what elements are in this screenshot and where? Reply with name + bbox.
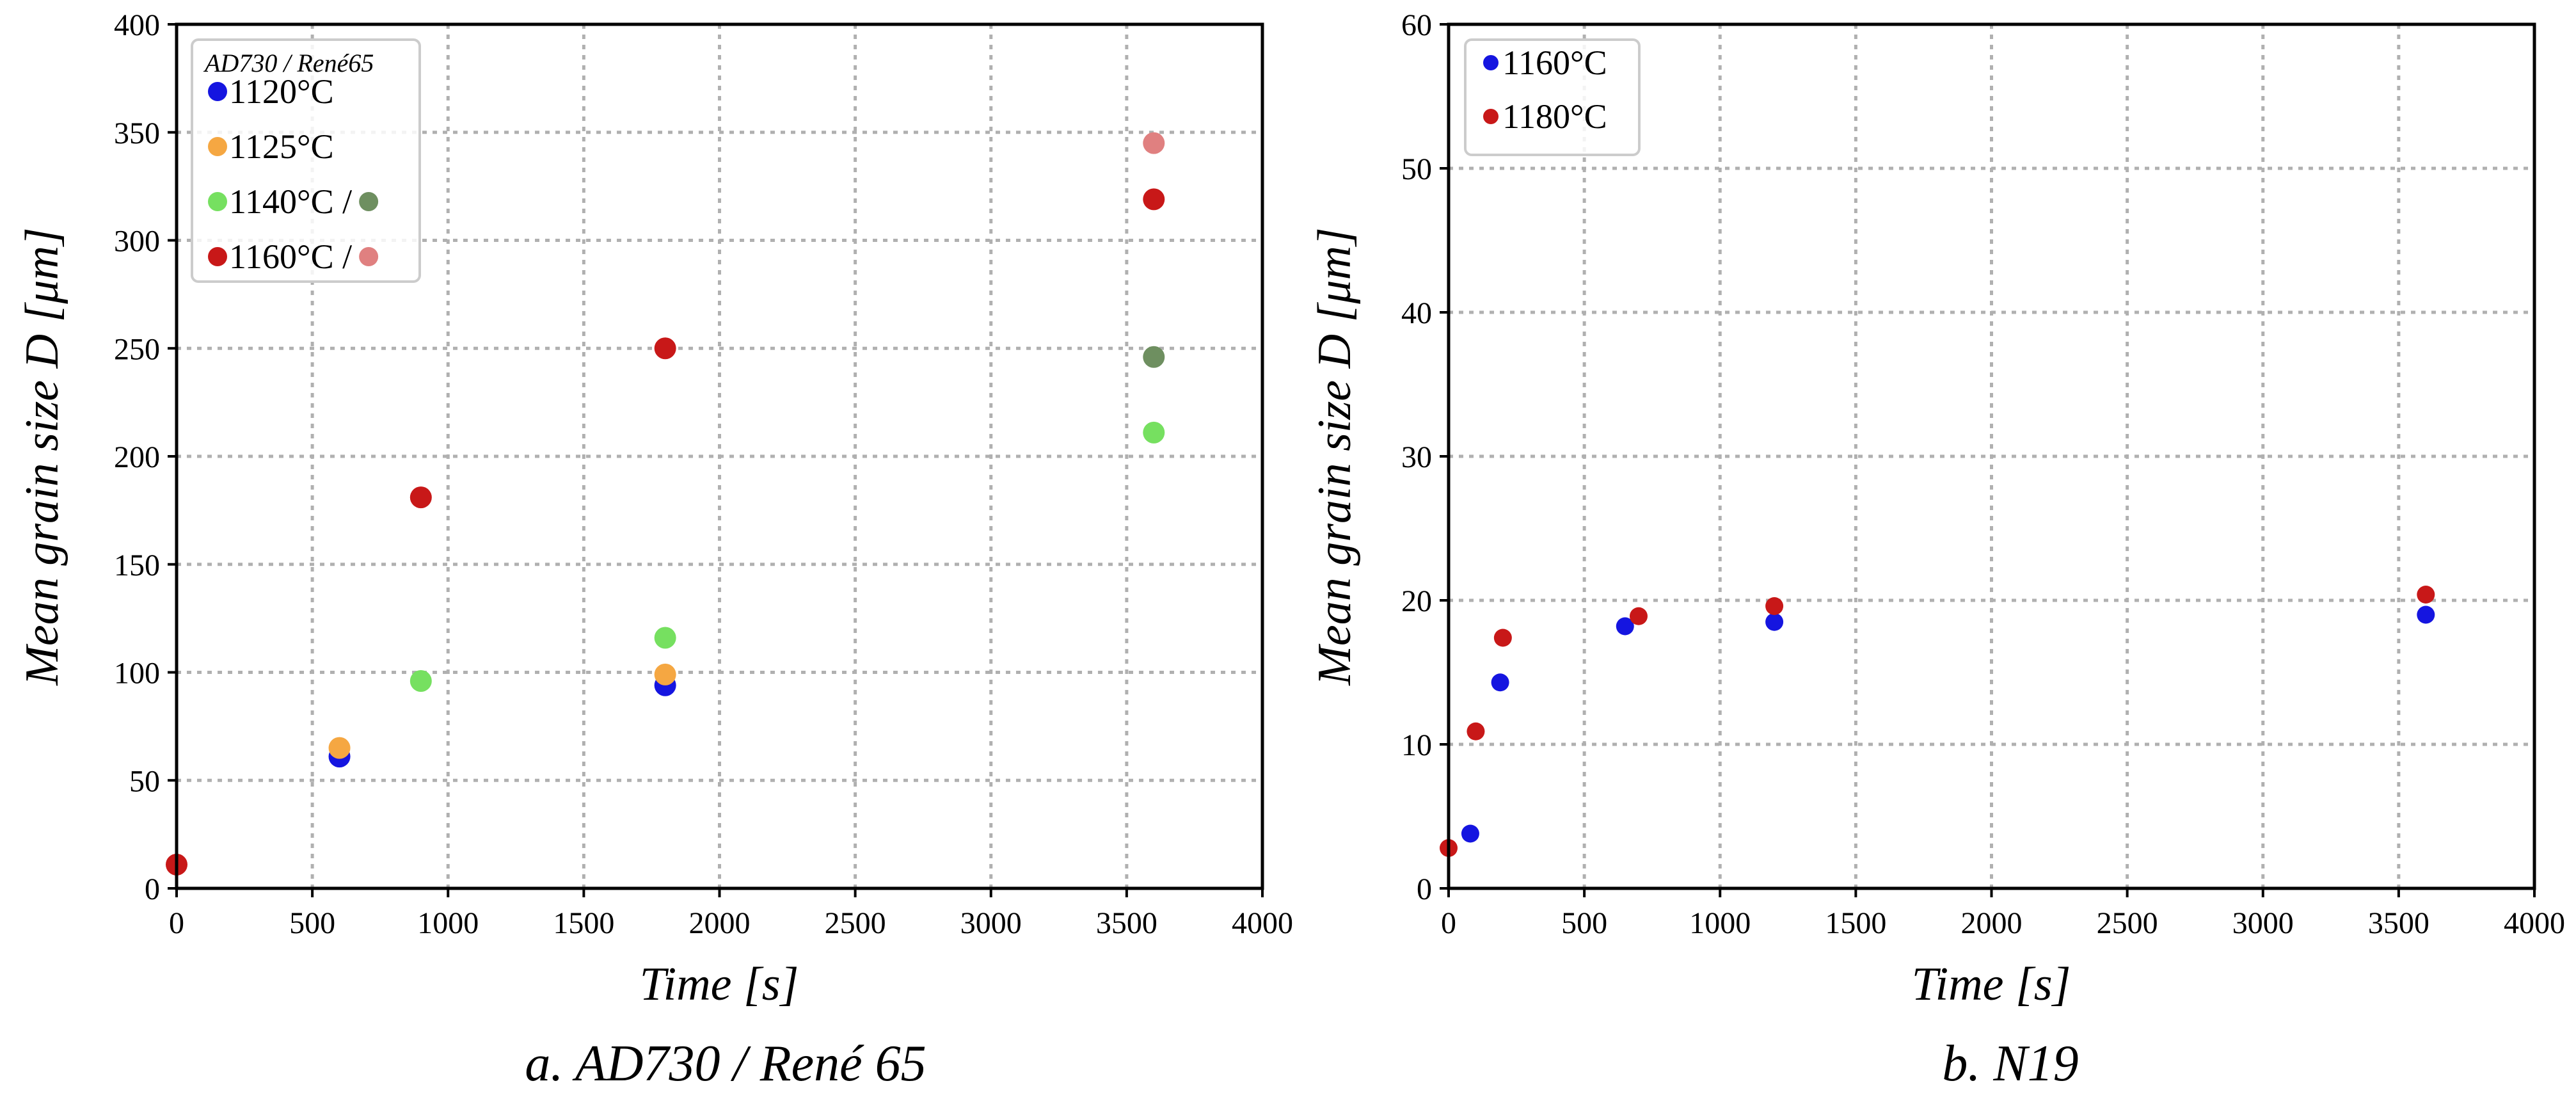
chart-a-xtick-label: 1500: [553, 906, 614, 940]
chart-b-legend-label: 1160°C: [1502, 44, 1607, 82]
chart-a-legend-label: 1160°C /: [229, 237, 352, 276]
chart-a-point: [1143, 188, 1165, 211]
chart-b-ytick-label: 50: [1401, 152, 1432, 186]
chart-b: 0 500 1000 1500 2000 2500 3000 3500 4000 0 10 20 30 4…: [1308, 8, 2565, 1092]
chart-a-xlabel: Time [s]: [640, 958, 799, 1011]
chart-b-ytick-label: 60: [1401, 8, 1432, 42]
chart-a-xtick-label: 0: [169, 906, 184, 940]
chart-b-point: [2417, 605, 2435, 624]
chart-b-xtick-label: 2000: [1961, 906, 2023, 940]
chart-b-xtick-label: 3000: [2232, 906, 2294, 940]
chart-a-point: [1143, 346, 1165, 368]
chart-a-legend-marker: [208, 192, 227, 211]
chart-b-ytick-label: 10: [1401, 728, 1432, 762]
chart-b-xtick-label: 0: [1441, 906, 1456, 940]
chart-b-point: [1765, 597, 1784, 615]
chart-b-point: [2417, 586, 2435, 604]
chart-a-legend-label: 1120°C: [229, 72, 334, 111]
chart-a-xtick-label: 3000: [960, 906, 1022, 940]
chart-a-point: [409, 670, 432, 692]
chart-b-xtick-label: 500: [1561, 906, 1607, 940]
chart-a-ytick-label: 400: [114, 8, 160, 42]
chart-b-legend-box: [1464, 38, 1641, 156]
chart-a-point: [1143, 132, 1165, 154]
chart-b-caption: b. N19: [1942, 1036, 2078, 1092]
chart-b-legend-label: 1180°C: [1502, 97, 1607, 136]
chart-b-point: [1765, 613, 1784, 631]
chart-a-gridlines: [177, 24, 1262, 888]
chart-a-ytick-label: 200: [114, 440, 160, 474]
chart-a-legend-label: 1125°C: [229, 127, 334, 166]
chart-a-marks: [166, 132, 1165, 876]
chart-a-xtick-label: 4000: [1232, 906, 1293, 940]
chart-a-point: [654, 663, 676, 685]
chart-b-ytick-label: 20: [1401, 584, 1432, 618]
chart-a-point: [409, 486, 432, 509]
chart-a-point: [654, 627, 676, 649]
chart-b-ylabel: Mean grain size D [μm]: [1308, 227, 1361, 685]
chart-a-point: [1143, 421, 1165, 444]
chart-a-xtick-label: 2500: [825, 906, 886, 940]
chart-a-point: [654, 337, 676, 360]
chart-b-ytick-label: 30: [1401, 440, 1432, 474]
chart-a-ytick-label: 50: [129, 764, 160, 798]
chart-b-xtick-label: 3500: [2368, 906, 2429, 940]
chart-a-legend-marker: [208, 82, 227, 101]
chart-a-xtick-label: 2000: [689, 906, 751, 940]
chart-a-ytick-label: 300: [114, 225, 160, 259]
chart-b-xlabel: Time [s]: [1912, 958, 2071, 1011]
chart-b-point: [1461, 824, 1479, 843]
chart-b-gridlines: [1449, 24, 2534, 888]
chart-a-caption: a. AD730 / René 65: [525, 1036, 926, 1092]
chart-b-legend-marker: [1483, 55, 1499, 70]
chart-a-ytick-label: 100: [114, 657, 160, 691]
chart-a-legend-marker: [208, 247, 227, 266]
chart-a-legend-marker-secondary: [359, 192, 379, 211]
chart-a-legend-box: [191, 38, 421, 283]
chart-a-ytick-label: 350: [114, 116, 160, 150]
chart-a-xtick-label: 500: [289, 906, 335, 940]
chart-b-point: [1467, 722, 1485, 741]
chart-a-legend-title: AD730 / René65: [203, 49, 374, 77]
chart-a-ytick-label: 150: [114, 548, 160, 582]
chart-b-point: [1616, 617, 1634, 636]
chart-a-legend-marker: [208, 137, 227, 156]
chart-b-point: [1629, 607, 1648, 625]
chart-a-xtick-label: 3500: [1096, 906, 1157, 940]
chart-b-point: [1493, 629, 1512, 647]
chart-a-legend-label: 1140°C /: [229, 182, 352, 221]
chart-b-legend: 1160°C 1180°C: [1464, 38, 1641, 156]
chart-b-point: [1491, 673, 1509, 692]
chart-a-legend: AD730 / René65 1120°C 1125°C 1140°C / 1160°…: [191, 38, 421, 283]
chart-a-point: [328, 737, 351, 759]
chart-a-ytick-label: 250: [114, 332, 160, 366]
chart-b-legend-marker: [1483, 109, 1499, 124]
chart-b-xtick-label: 4000: [2504, 906, 2565, 940]
chart-b-ytick-label: 40: [1401, 296, 1432, 330]
chart-b-xtick-label: 1000: [1689, 906, 1751, 940]
chart-a-ytick-label: 0: [145, 872, 160, 906]
chart-b-ytick-label: 0: [1417, 872, 1432, 906]
chart-b-marks: [1440, 586, 2435, 857]
chart-a-ylabel: Mean grain size D [μm]: [16, 227, 68, 685]
chart-a-legend-marker-secondary: [359, 247, 379, 266]
chart-a-ticks: 0 500 1000 1500 2000 2500 3000 3500 4000 0 50 100 15…: [114, 8, 1293, 940]
chart-a: 0 500 1000 1500 2000 2500 3000 3500 4000 0 50 100 15…: [16, 8, 1293, 1092]
chart-b-xtick-label: 2500: [2097, 906, 2158, 940]
chart-a-xtick-label: 1000: [417, 906, 479, 940]
chart-b-ticks: 0 500 1000 1500 2000 2500 3000 3500 4000 0 10 20 30 4…: [1401, 8, 2565, 940]
chart-b-xtick-label: 1500: [1825, 906, 1886, 940]
